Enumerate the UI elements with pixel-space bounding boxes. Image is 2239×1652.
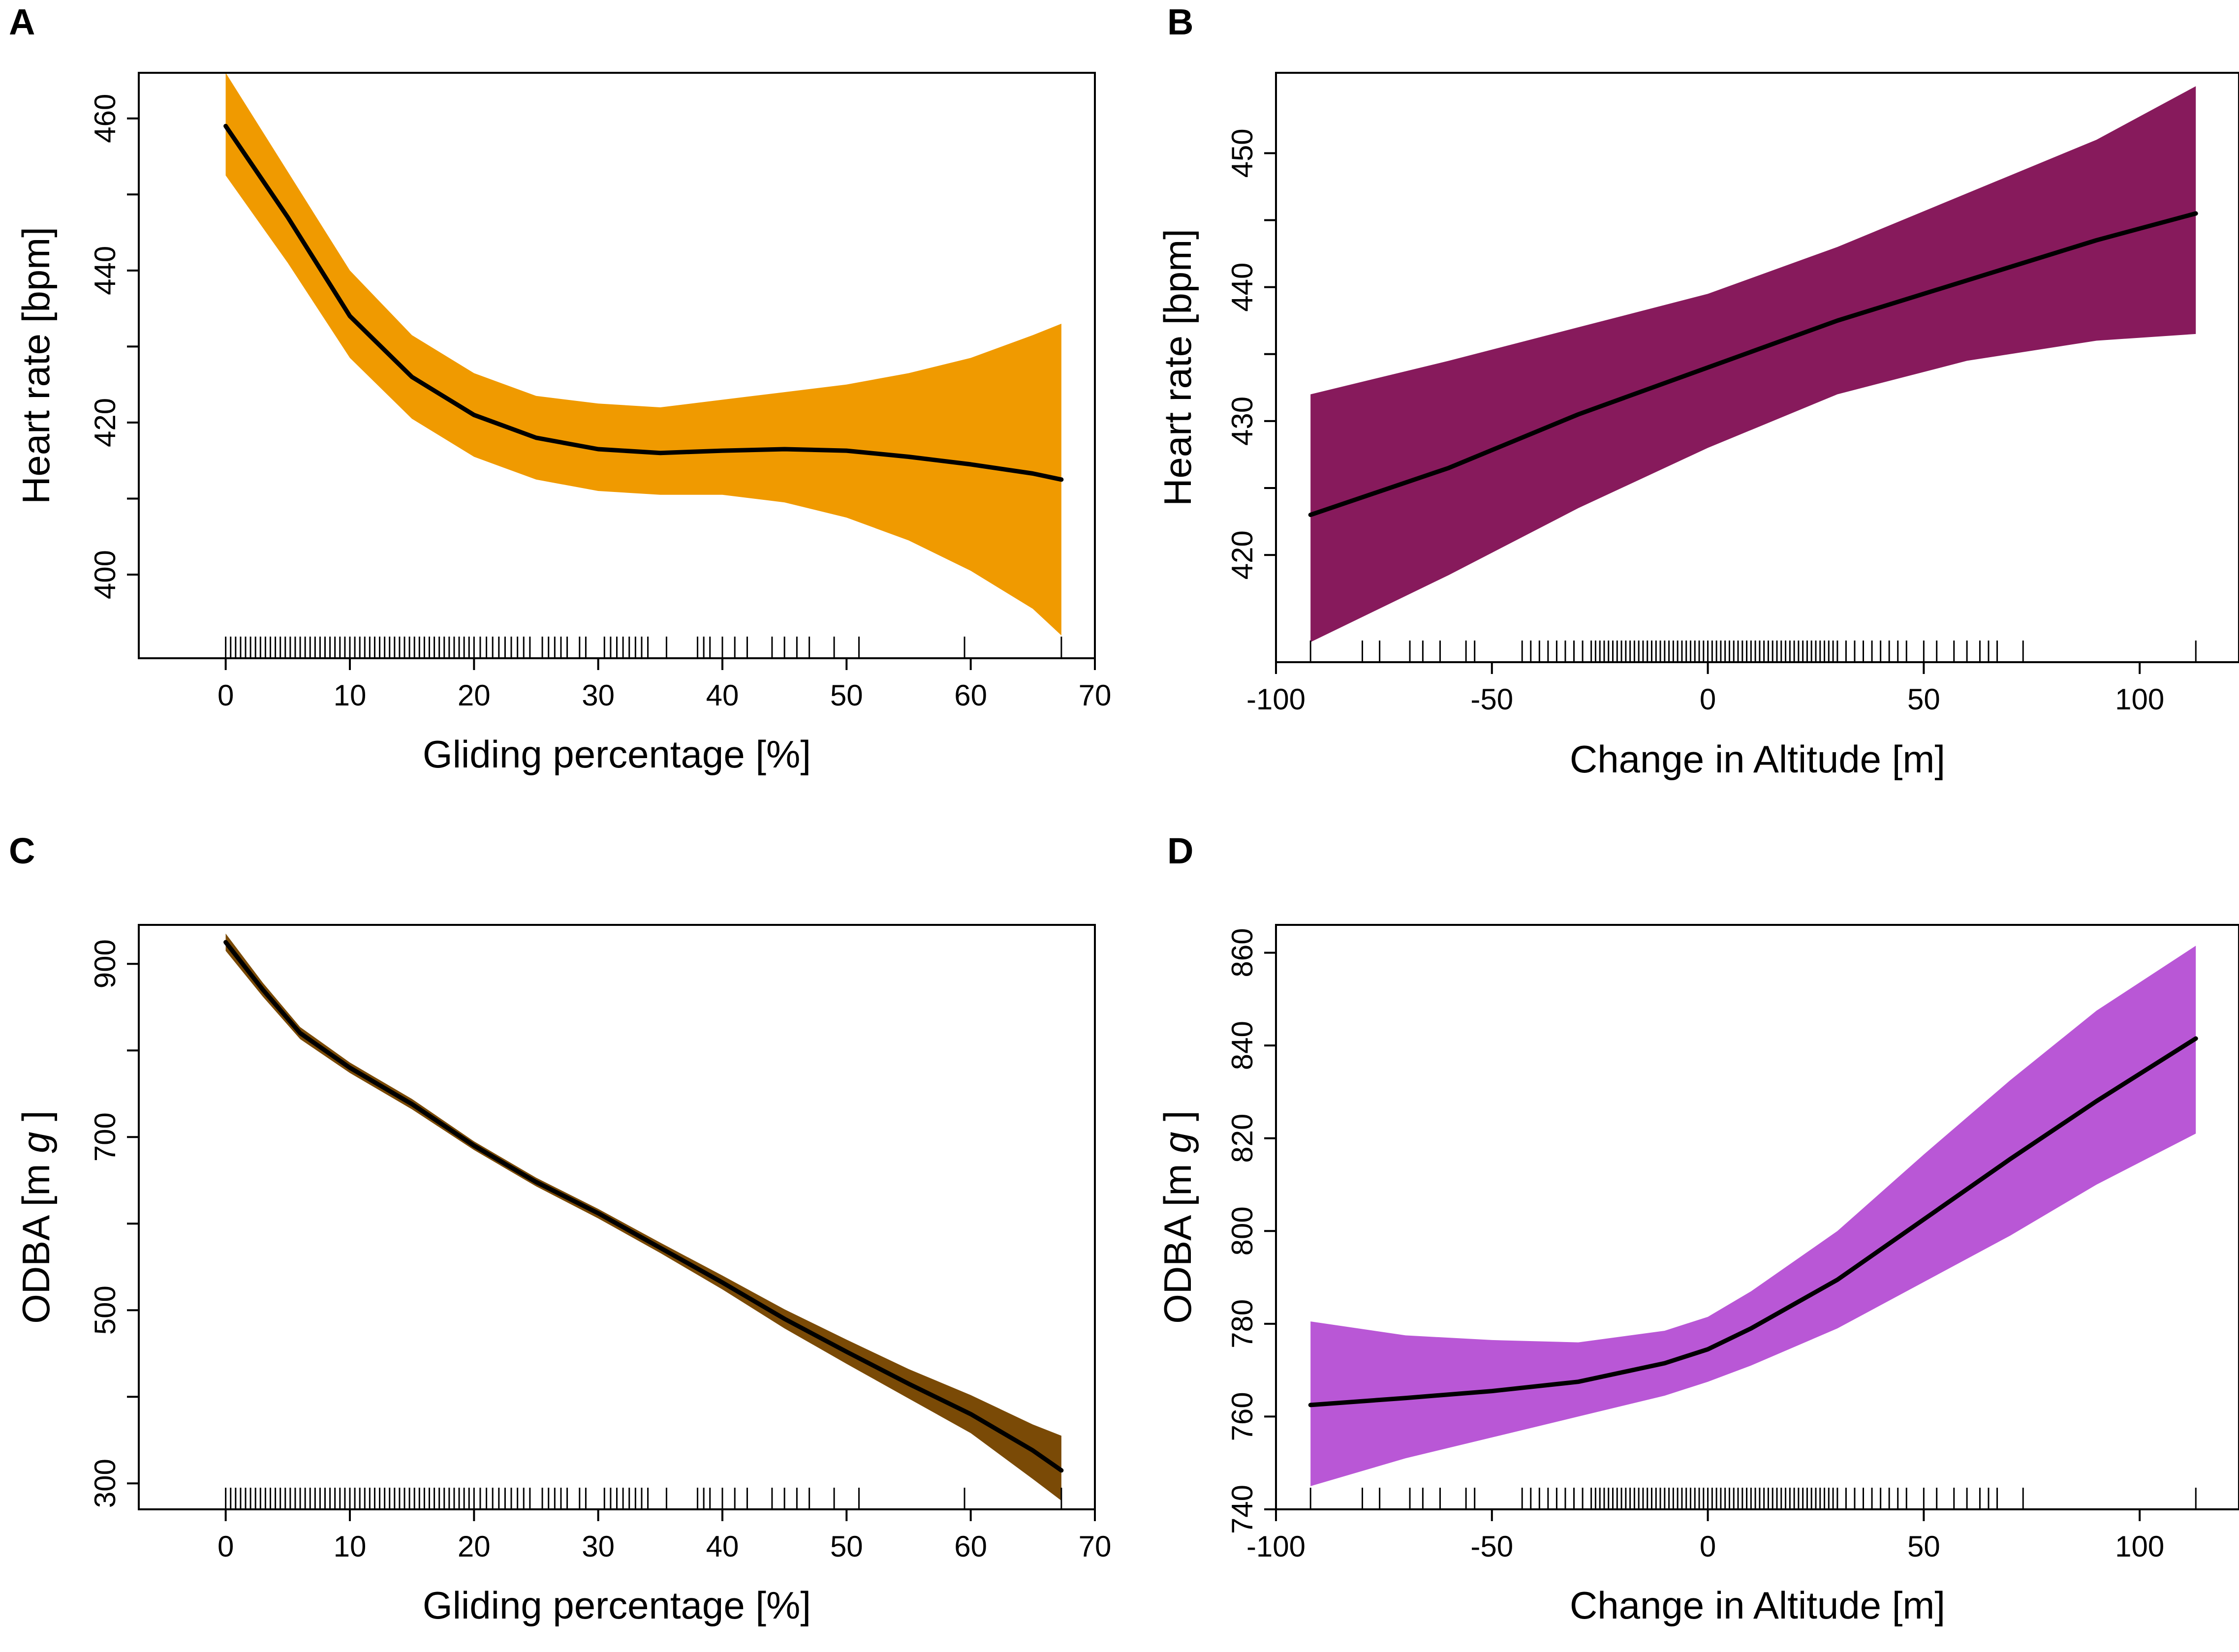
panel-a-x-tick-label: 0 [218, 679, 234, 712]
panel-c-x-tick-label: 50 [830, 1530, 863, 1563]
panel-b-confidence-band [1310, 86, 2196, 642]
panel-a-x-tick-label: 60 [954, 679, 987, 712]
panel-b-y-axis-title: Heart rate [bpm] [1156, 229, 1199, 506]
panel-c-x-tick-label: 0 [218, 1530, 234, 1563]
panel-d-x-tick-label: -100 [1246, 1530, 1306, 1563]
panel-b-x-axis-title: Change in Altitude [m] [1570, 737, 1945, 781]
panel-d-x-tick-label: 100 [2115, 1530, 2164, 1563]
panel-d-y-tick-label: 800 [1226, 1206, 1259, 1255]
panel-b-y-tick-label: 450 [1226, 128, 1259, 178]
panel-c-y-tick-label: 900 [89, 939, 122, 988]
panel-d-x-tick-label: 50 [1907, 1530, 1940, 1563]
panel-d-plot-frame [1275, 924, 2239, 1510]
panel-d: D Change in Altitude [m] ODBA [m g ] -10… [1156, 830, 2239, 1627]
panel-a-x-tick-label: 50 [830, 679, 863, 712]
panel-d-x-tick-label: 0 [1700, 1530, 1716, 1563]
panel-d-x-tick-label: -50 [1470, 1530, 1513, 1563]
panel-a-letter: A [9, 1, 35, 42]
panel-a-x-tick-label: 30 [582, 679, 615, 712]
panel-a-x-axis-title: Gliding percentage [%] [423, 733, 811, 776]
panel-d-y-tick-label: 860 [1226, 928, 1259, 978]
panel-c-confidence-band [225, 933, 1061, 1501]
panel-a-confidence-band [225, 73, 1061, 636]
panel-a-y-tick-label: 460 [89, 94, 122, 143]
panel-a-y-tick-label: 440 [89, 246, 122, 295]
panel-c-letter: C [9, 830, 35, 871]
panel-a-fit-line [223, 123, 1064, 482]
panel-c-x-tick-label: 40 [706, 1530, 739, 1563]
panel-a-plot-frame [138, 72, 1096, 659]
panel-c-y-tick-label: 300 [89, 1459, 122, 1508]
panel-b-y-tick-label: 420 [1226, 530, 1259, 580]
panel-a-y-axis-title: Heart rate [bpm] [14, 227, 58, 504]
panel-d-y-tick-label: 740 [1226, 1485, 1259, 1534]
panel-a-y-tick-label: 400 [89, 550, 122, 599]
panel-b-plot-frame [1275, 72, 2239, 663]
panel-b-x-tick-label: -50 [1470, 683, 1513, 716]
panel-b-x-tick-label: -100 [1246, 683, 1306, 716]
panel-a-x-tick-label: 70 [1079, 679, 1112, 712]
panel-c-x-tick-label: 70 [1079, 1530, 1112, 1563]
panel-c-y-axis-title: ODBA [m g ] [14, 1110, 58, 1323]
panel-d-confidence-band [1310, 946, 2196, 1486]
panel-a-y-tick-label: 420 [89, 398, 122, 447]
panel-b-letter: B [1167, 1, 1193, 42]
panel-d-x-axis-title: Change in Altitude [m] [1570, 1584, 1945, 1627]
panel-a-x-tick-label: 40 [706, 679, 739, 712]
panel-b-y-tick-label: 430 [1226, 397, 1259, 446]
panel-c-x-tick-label: 60 [954, 1530, 987, 1563]
panel-c-plot-frame [138, 924, 1096, 1510]
panel-a-x-tick-label: 20 [458, 679, 491, 712]
panel-b-x-tick-label: 100 [2115, 683, 2164, 716]
panel-a-x-tick-label: 10 [334, 679, 367, 712]
panel-b-x-tick-label: 50 [1907, 683, 1940, 716]
panel-c-fit-line [223, 940, 1064, 1473]
panel-b: B Change in Altitude [m] Heart rate [bpm… [1156, 1, 2239, 781]
panel-c-y-tick-label: 500 [89, 1285, 122, 1335]
panel-c-x-tick-label: 30 [582, 1530, 615, 1563]
panel-c-x-axis-title: Gliding percentage [%] [423, 1584, 811, 1627]
panel-d-y-tick-label: 780 [1226, 1299, 1259, 1348]
panel-b-fit-line [1308, 211, 2198, 517]
panel-c-x-tick-label: 20 [458, 1530, 491, 1563]
panel-d-fit-line [1308, 1036, 2198, 1407]
panel-d-y-tick-label: 820 [1226, 1114, 1259, 1163]
panel-b-y-tick-label: 440 [1226, 263, 1259, 312]
panel-c-x-tick-label: 10 [334, 1530, 367, 1563]
panel-c-y-tick-label: 700 [89, 1112, 122, 1162]
panel-d-y-axis-title: ODBA [m g ] [1156, 1110, 1199, 1323]
panel-a: A Gliding percentage [%] Heart rate [bpm… [9, 1, 1111, 776]
panel-b-x-tick-label: 0 [1700, 683, 1716, 716]
panel-c: C Gliding percentage [%] ODBA [m g ] 0 10… [9, 830, 1111, 1627]
panel-d-y-tick-label: 840 [1226, 1021, 1259, 1070]
panel-d-y-tick-label: 760 [1226, 1392, 1259, 1441]
panel-d-letter: D [1167, 830, 1193, 871]
